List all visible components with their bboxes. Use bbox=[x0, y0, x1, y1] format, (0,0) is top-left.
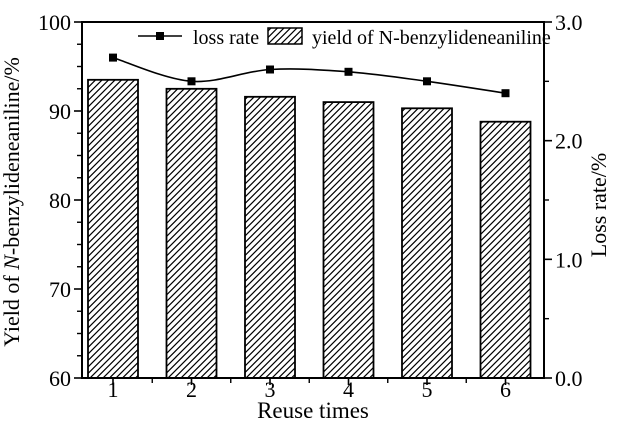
x-tick-label: 4 bbox=[343, 377, 354, 402]
x-tick-label: 2 bbox=[186, 377, 197, 402]
bar-reuse-3 bbox=[244, 95, 296, 379]
bar-reuse-1 bbox=[87, 78, 139, 379]
right-tick-label: 3.0 bbox=[555, 10, 583, 35]
loss-rate-marker-3 bbox=[266, 65, 274, 74]
left-axis-title-italic-n: N bbox=[0, 254, 24, 271]
x-tick-label: 1 bbox=[108, 377, 119, 402]
loss-rate-marker-5 bbox=[423, 77, 431, 86]
axes-ticks-layer: 60 70 80 90 100 0.0 1.0 2.0 3.0 1 2 3 4 5 6 bbox=[38, 10, 583, 402]
legend: loss rate yield of N-benzylideneaniline bbox=[138, 27, 551, 49]
loss-rate-marker-2 bbox=[187, 77, 196, 86]
left-axis-title-prefix: Yield of bbox=[0, 270, 24, 347]
right-tick-label: 2.0 bbox=[555, 129, 583, 154]
left-axis-title-suffix: -benzylideneaniline/% bbox=[0, 57, 24, 255]
left-tick-label: 90 bbox=[49, 99, 71, 124]
legend-square-marker-icon bbox=[156, 32, 164, 40]
legend-label-yield: yield of N-benzylideneaniline bbox=[312, 27, 551, 49]
right-tick-label: 1.0 bbox=[555, 247, 583, 272]
right-axis-title: Loss rate/% bbox=[586, 153, 611, 257]
x-axis-title: Reuse times bbox=[257, 398, 369, 423]
plot-frame bbox=[81, 21, 545, 379]
loss-rate-marker-6 bbox=[501, 89, 510, 98]
bars-layer bbox=[87, 78, 532, 379]
left-tick-label: 70 bbox=[49, 277, 71, 302]
loss-rate-marker-4 bbox=[344, 67, 353, 76]
x-tick-label: 3 bbox=[265, 377, 276, 402]
left-tick-label: 80 bbox=[49, 188, 71, 213]
loss-rate-line bbox=[112, 56, 506, 94]
bar-reuse-5 bbox=[401, 107, 453, 379]
legend-label-loss-rate: loss rate bbox=[193, 27, 259, 49]
loss-rate-line-layer bbox=[109, 53, 510, 98]
left-tick-label: 60 bbox=[49, 366, 71, 391]
legend-hatch-swatch-icon bbox=[267, 27, 303, 45]
right-tick-label: 0.0 bbox=[555, 366, 583, 391]
x-tick-label: 6 bbox=[500, 377, 511, 402]
left-axis-title: Yield of N-benzylideneaniline/% bbox=[0, 57, 24, 347]
left-tick-label: 100 bbox=[38, 10, 71, 35]
x-tick-label: 5 bbox=[422, 377, 433, 402]
loss-rate-marker-1 bbox=[109, 53, 117, 62]
bar-reuse-2 bbox=[165, 87, 218, 379]
bar-reuse-6 bbox=[479, 120, 532, 379]
bar-reuse-4 bbox=[322, 101, 375, 379]
